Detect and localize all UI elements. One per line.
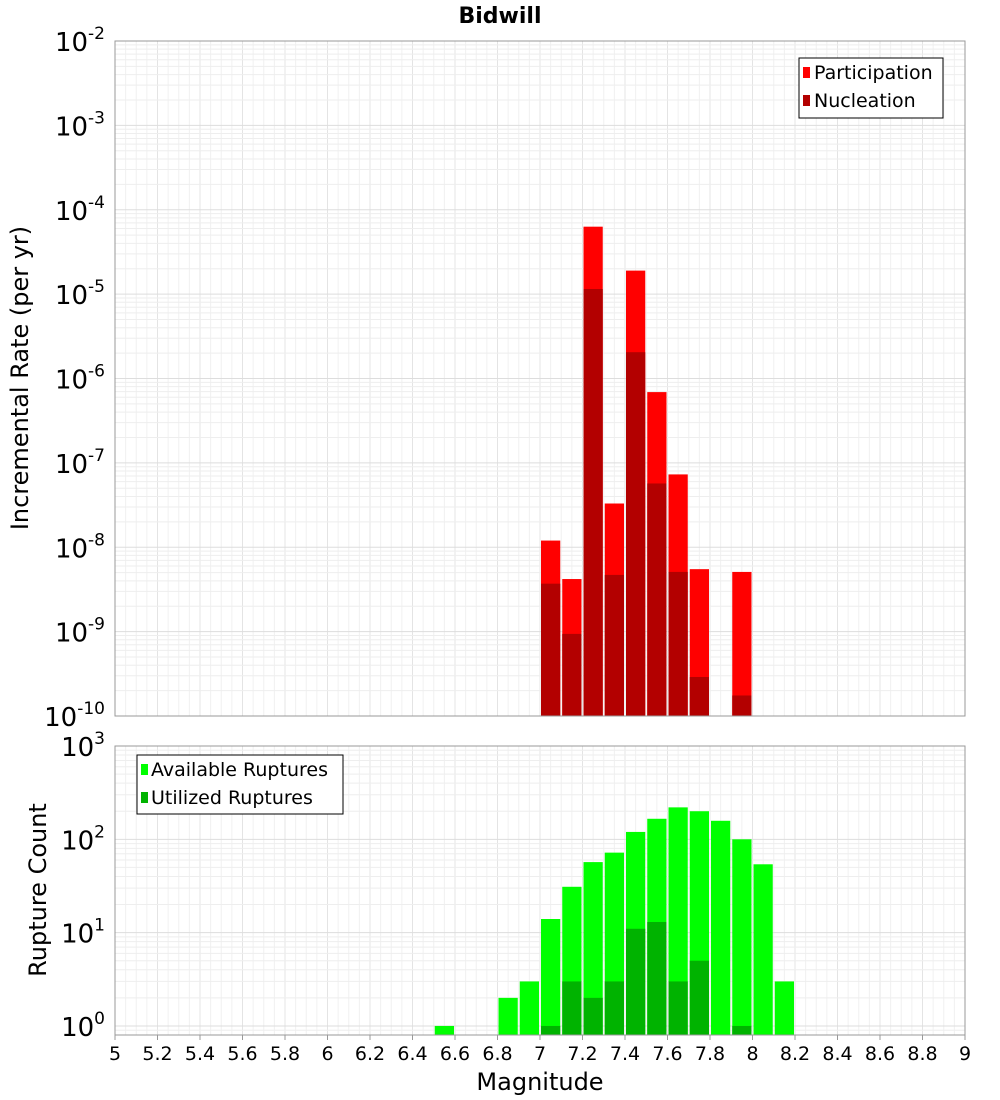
count-bar-available-ruptures	[668, 807, 688, 1035]
count-bar-utilized-ruptures	[689, 960, 709, 1035]
participation-legend-swatch	[803, 67, 810, 78]
count-bar-available-ruptures	[732, 839, 752, 1035]
rate-y-tick-label: 10-4	[55, 193, 105, 227]
rate-panel: 10-10 10-9 10-8 10-7 10-6 10-5 10-4 10-3 10-2 In…	[6, 24, 966, 733]
x-tick-label: 6.6	[440, 1043, 470, 1065]
rate-bar-nucleation	[583, 289, 603, 716]
count-y-tick-label: 102	[61, 822, 105, 856]
rate-y-tick-label: 10-9	[55, 615, 105, 649]
x-tick-label: 7.2	[567, 1043, 597, 1065]
x-tick-label: 8.8	[907, 1043, 937, 1065]
rate-bar-nucleation	[689, 676, 709, 716]
count-legend: Available Ruptures Utilized Ruptures	[136, 754, 344, 815]
chart-title: Bidwill	[458, 4, 541, 29]
x-tick-label: 6.8	[482, 1043, 512, 1065]
rate-plot-border	[114, 40, 966, 717]
x-tick-label: 7.4	[610, 1043, 640, 1065]
x-axis-label: Magnitude	[476, 1068, 603, 1096]
count-bar-available-ruptures	[498, 997, 518, 1035]
rate-bar-nucleation	[541, 583, 561, 716]
rate-y-tick-label: 10-5	[55, 277, 105, 311]
count-bar-utilized-ruptures	[604, 981, 624, 1035]
x-tick-label: 6.2	[355, 1043, 385, 1065]
x-tick-label: 5.6	[227, 1043, 257, 1065]
rate-bar-nucleation	[668, 571, 688, 716]
rate-bar-nucleation	[562, 633, 582, 716]
count-bar-available-ruptures	[541, 919, 561, 1035]
count-bar-utilized-ruptures	[583, 997, 603, 1035]
x-tick-label: 7	[534, 1043, 546, 1065]
count-bars	[434, 807, 794, 1035]
x-tick-label: 5	[109, 1043, 121, 1065]
rate-y-tick-label: 10-6	[55, 362, 105, 396]
count-bar-utilized-ruptures	[647, 922, 667, 1035]
rate-bar-nucleation	[626, 352, 646, 716]
count-y-axis-label: Rupture Count	[24, 803, 52, 977]
rate-bar-nucleation	[732, 695, 752, 716]
x-tick-label: 8.2	[780, 1043, 810, 1065]
nucleation-legend-swatch	[803, 95, 810, 106]
nucleation-legend-label: Nucleation	[814, 90, 916, 112]
x-tick-label: 7.6	[652, 1043, 682, 1065]
x-tick-label: 6	[321, 1043, 333, 1065]
participation-legend-label: Participation	[814, 62, 933, 84]
rate-bar-nucleation	[604, 574, 624, 716]
rate-y-tick-label: 10-3	[55, 108, 105, 142]
utilized-legend-swatch	[141, 792, 148, 803]
rate-y-ticks: 10-10 10-9 10-8 10-7 10-6 10-5 10-4 10-3 10-2	[44, 24, 105, 733]
x-tick-label: 8.6	[865, 1043, 895, 1065]
count-bar-available-ruptures	[583, 862, 603, 1035]
count-bar-utilized-ruptures	[562, 981, 582, 1035]
count-y-tick-label: 100	[61, 1009, 105, 1043]
count-bar-utilized-ruptures	[626, 928, 646, 1035]
count-y-tick-label: 101	[61, 916, 105, 950]
rate-gridlines	[114, 40, 966, 717]
x-tick-label: 5.8	[270, 1043, 300, 1065]
available-legend-swatch	[141, 764, 148, 775]
x-tick-label: 7.8	[695, 1043, 725, 1065]
rate-legend: Participation Nucleation	[798, 57, 944, 119]
x-tick-label: 8	[746, 1043, 758, 1065]
count-bar-utilized-ruptures	[668, 981, 688, 1035]
count-bar-available-ruptures	[711, 820, 731, 1035]
rate-y-tick-label: 10-8	[55, 530, 105, 564]
x-tick-label: 8.4	[822, 1043, 852, 1065]
x-tick-label: 5.4	[185, 1043, 215, 1065]
rate-y-tick-label: 10-10	[44, 699, 105, 733]
count-bar-utilized-ruptures	[732, 1025, 752, 1035]
rate-y-tick-label: 10-7	[55, 446, 105, 480]
rate-bar-participation	[732, 571, 752, 716]
count-legend-box	[136, 754, 344, 815]
available-legend-label: Available Ruptures	[151, 759, 328, 781]
utilized-legend-label: Utilized Ruptures	[151, 787, 313, 809]
rate-bar-nucleation	[647, 483, 667, 716]
rate-bars	[541, 226, 752, 716]
count-panel: 100 101 102 103 5 5.2 5.4 5.6 5.8 6 6.2 6.4 6.6 6.8 7…	[24, 729, 971, 1096]
count-bar-available-ruptures	[519, 981, 539, 1035]
rate-legend-box	[798, 57, 944, 119]
count-bar-available-ruptures	[774, 981, 794, 1035]
x-tick-label: 9	[959, 1043, 971, 1065]
count-y-ticks: 100 101 102 103	[61, 729, 105, 1043]
rate-y-tick-label: 10-2	[55, 24, 105, 58]
count-bar-available-ruptures	[434, 1025, 454, 1035]
x-tick-label: 6.4	[397, 1043, 427, 1065]
count-bar-available-ruptures	[753, 864, 773, 1035]
x-tick-label: 5.2	[142, 1043, 172, 1065]
count-bar-utilized-ruptures	[541, 1025, 561, 1035]
count-y-tick-label: 103	[61, 729, 105, 763]
count-x-ticks: 5 5.2 5.4 5.6 5.8 6 6.2 6.4 6.6 6.8 7 7.2 7.4 7.6 7.8 8…	[109, 1035, 971, 1065]
rate-y-axis-label: Incremental Rate (per yr)	[6, 226, 34, 530]
